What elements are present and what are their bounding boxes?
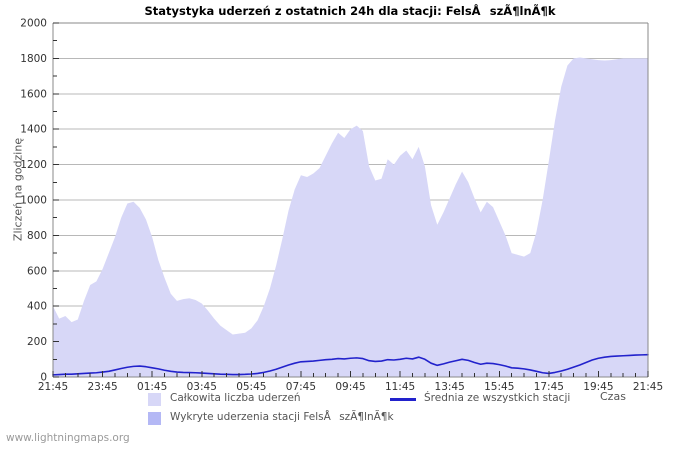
svg-text:11:45: 11:45	[385, 381, 415, 393]
svg-text:13:45: 13:45	[435, 381, 465, 393]
legend-swatch-station	[148, 412, 161, 425]
svg-text:01:45: 01:45	[137, 381, 167, 393]
svg-text:23:45: 23:45	[87, 381, 117, 393]
svg-text:1600: 1600	[20, 88, 47, 100]
svg-text:15:45: 15:45	[484, 381, 514, 393]
svg-text:600: 600	[27, 265, 47, 277]
svg-text:07:45: 07:45	[286, 381, 316, 393]
svg-text:21:45: 21:45	[633, 381, 663, 393]
legend-label-station: Wykryte uderzenia stacji FelsÅszÃ¶lnÃ¶k	[170, 411, 394, 423]
svg-text:0: 0	[40, 372, 47, 384]
chart-legend: Całkowita liczba uderzeń Wykryte uderzen…	[0, 392, 700, 432]
page-title: Statystyka uderzeń z ostatnich 24h dla s…	[144, 4, 556, 18]
svg-text:05:45: 05:45	[236, 381, 266, 393]
svg-text:200: 200	[27, 336, 47, 348]
svg-text:17:45: 17:45	[534, 381, 564, 393]
x-axis-label: Czas	[600, 390, 626, 403]
legend-swatch-total	[148, 393, 161, 406]
legend-swatch-average	[390, 398, 416, 401]
svg-text:03:45: 03:45	[187, 381, 217, 393]
svg-text:21:45: 21:45	[38, 381, 68, 393]
svg-text:09:45: 09:45	[335, 381, 365, 393]
svg-text:19:45: 19:45	[583, 381, 613, 393]
footer-watermark: www.lightningmaps.org	[6, 432, 130, 444]
legend-label-average: Średnia ze wszystkich stacji	[424, 392, 571, 404]
svg-text:400: 400	[27, 301, 47, 313]
svg-text:2000: 2000	[20, 18, 47, 30]
svg-text:1400: 1400	[20, 124, 47, 136]
svg-text:1800: 1800	[20, 53, 47, 65]
svg-text:1000: 1000	[20, 195, 47, 207]
svg-text:800: 800	[27, 230, 47, 242]
legend-label-total: Całkowita liczba uderzeń	[170, 392, 301, 404]
svg-text:1200: 1200	[20, 159, 47, 171]
